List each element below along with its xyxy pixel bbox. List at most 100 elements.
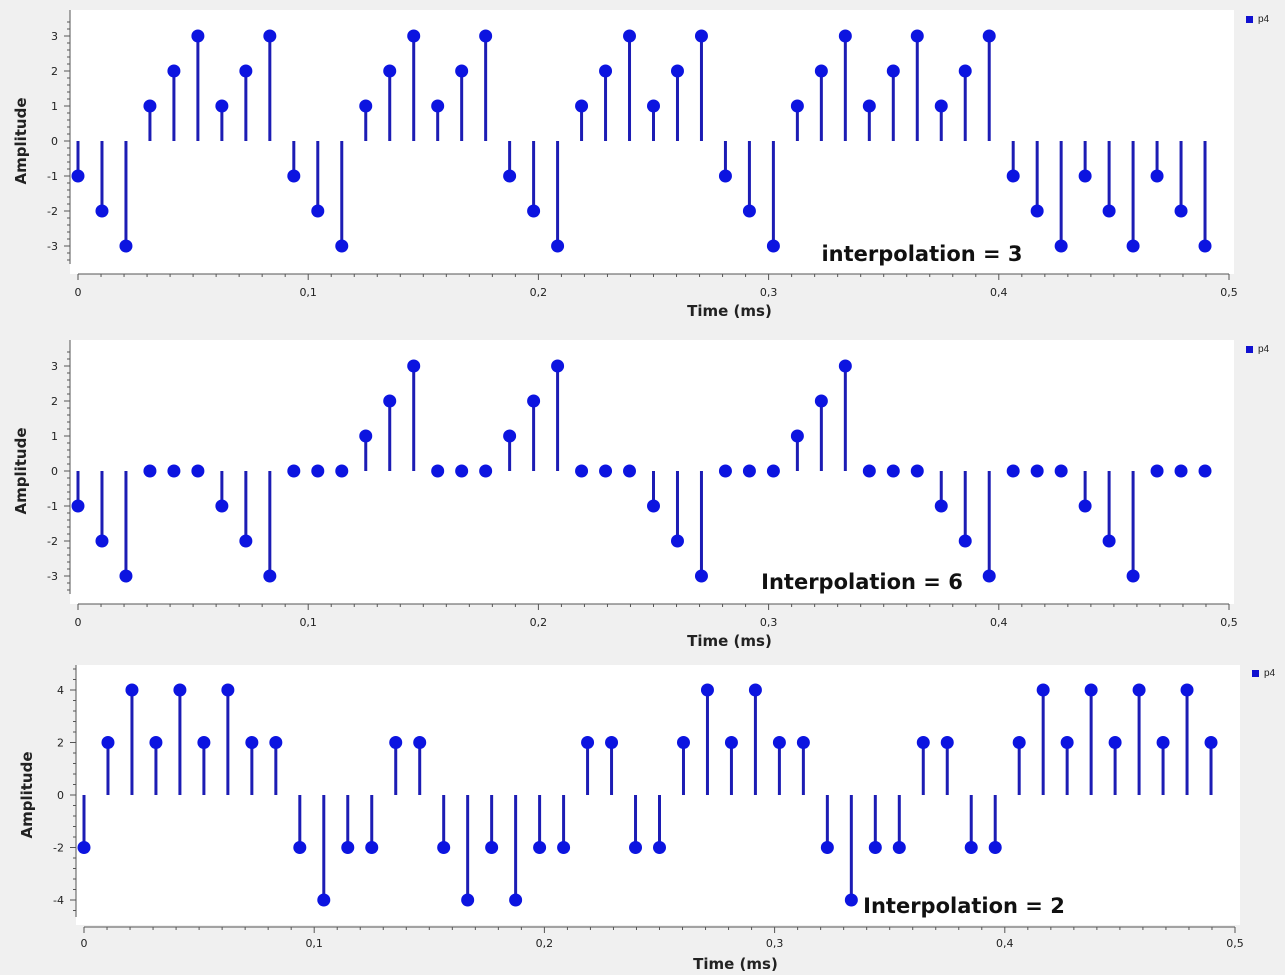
y-tick-label: 0	[57, 789, 64, 802]
stem-marker	[988, 841, 1002, 854]
stem-marker	[700, 683, 714, 697]
y-tick-label: -1	[47, 500, 58, 513]
x-tick-label: 0,4	[990, 286, 1008, 299]
x-tick-label: 0,3	[760, 616, 778, 629]
stem-marker	[886, 64, 900, 78]
stem-marker	[455, 64, 469, 78]
legend-label: p4	[1258, 14, 1270, 25]
stem-marker	[359, 429, 373, 443]
stem-marker	[982, 29, 996, 43]
y-tick-label: -1	[47, 170, 58, 183]
stem-marker	[1198, 464, 1212, 478]
stem-marker	[623, 29, 637, 43]
stem-marker	[868, 841, 882, 854]
interpolation-annotation: Interpolation = 2	[863, 894, 1065, 918]
stem-marker	[173, 683, 187, 697]
stem-marker	[431, 464, 445, 478]
stem-marker	[1180, 683, 1194, 697]
x-tick-label: 0,5	[1220, 286, 1238, 299]
stem-marker	[485, 841, 499, 854]
y-tick-label: -2	[47, 535, 58, 548]
stem-marker	[653, 841, 667, 854]
stem-marker	[407, 29, 421, 43]
stem-marker	[365, 841, 379, 854]
legend-2: p4	[1246, 344, 1269, 355]
stem-marker	[958, 64, 972, 78]
stem-marker	[95, 534, 109, 548]
stem-marker	[197, 736, 211, 749]
stem-marker	[215, 499, 229, 513]
stem-marker	[509, 893, 523, 907]
stem-marker	[263, 569, 277, 583]
stem-marker	[910, 464, 924, 478]
stem-marker	[820, 841, 834, 854]
stem-marker	[239, 534, 253, 548]
interpolation-annotation: interpolation = 3	[821, 242, 1022, 266]
stem-marker	[191, 29, 205, 43]
interpolation-annotation: Interpolation = 6	[761, 570, 963, 594]
stem-marker	[551, 359, 565, 373]
stem-marker	[455, 464, 469, 478]
stem-marker	[407, 359, 421, 373]
y-tick-label: 2	[51, 65, 58, 78]
x-tick-label: 0,2	[530, 616, 548, 629]
stem-marker	[1174, 464, 1188, 478]
stem-marker	[1198, 239, 1212, 253]
y-tick-label: 3	[51, 30, 58, 43]
stem-marker	[862, 99, 876, 113]
y-tick-label: 0	[51, 465, 58, 478]
y-tick-label: 2	[51, 395, 58, 408]
stem-marker	[814, 64, 828, 78]
stem-marker	[413, 736, 427, 749]
stem-chart-1: 3 2 1 0 -1 -2 -3 0 0,1 0,2 0,3 0,4 0,5 Time (ms) Ampli…	[12, 10, 1238, 320]
stem-marker	[1006, 464, 1020, 478]
stem-marker	[623, 464, 637, 478]
x-tick-label: 0	[75, 616, 82, 629]
stem-marker	[838, 29, 852, 43]
stem-marker	[1126, 239, 1140, 253]
stem-marker	[383, 64, 397, 78]
stem-marker	[575, 464, 589, 478]
stem-marker	[766, 239, 780, 253]
stem-marker	[670, 64, 684, 78]
stem-marker	[718, 464, 732, 478]
stem-marker	[742, 204, 756, 218]
stem-marker	[1012, 736, 1026, 749]
stem-marker	[479, 29, 493, 43]
x-tick-label: 0,4	[990, 616, 1008, 629]
stem-marker	[599, 64, 613, 78]
stem-marker	[1078, 169, 1092, 183]
stem-marker	[1102, 204, 1116, 218]
x-tick-label: 0,1	[305, 937, 323, 950]
stem-marker	[694, 569, 708, 583]
stem-marker	[748, 683, 762, 697]
stem-marker	[1060, 736, 1074, 749]
legend-label: p4	[1258, 344, 1270, 355]
y-tick-label: -4	[53, 894, 64, 907]
stem-marker	[605, 736, 619, 749]
stem-marker	[838, 359, 852, 373]
plot-area	[70, 10, 1234, 274]
stem-marker	[1054, 239, 1068, 253]
stem-marker	[287, 169, 301, 183]
stem-marker	[239, 64, 253, 78]
stem-marker	[1054, 464, 1068, 478]
y-axis-title: Amplitude	[12, 427, 30, 514]
stem-marker	[790, 429, 804, 443]
stem-marker	[359, 99, 373, 113]
stem-marker	[862, 464, 876, 478]
x-tick-label: 0,3	[760, 286, 778, 299]
stem-marker	[77, 841, 91, 854]
stem-marker	[958, 534, 972, 548]
stem-marker	[790, 99, 804, 113]
stem-chart-3: 4 2 0 -2 -4 0 0,1 0,2 0,3 0,4 0,5 Time (ms) Amplitud…	[18, 665, 1244, 973]
y-axis-title: Amplitude	[18, 751, 36, 838]
x-tick-label: 0,2	[530, 286, 548, 299]
legend-swatch-icon	[1246, 16, 1253, 23]
stem-marker	[383, 394, 397, 408]
stem-marker	[503, 169, 517, 183]
stem-marker	[724, 736, 738, 749]
stem-marker	[1108, 736, 1122, 749]
y-axis-title: Amplitude	[12, 97, 30, 184]
stem-marker	[71, 169, 85, 183]
